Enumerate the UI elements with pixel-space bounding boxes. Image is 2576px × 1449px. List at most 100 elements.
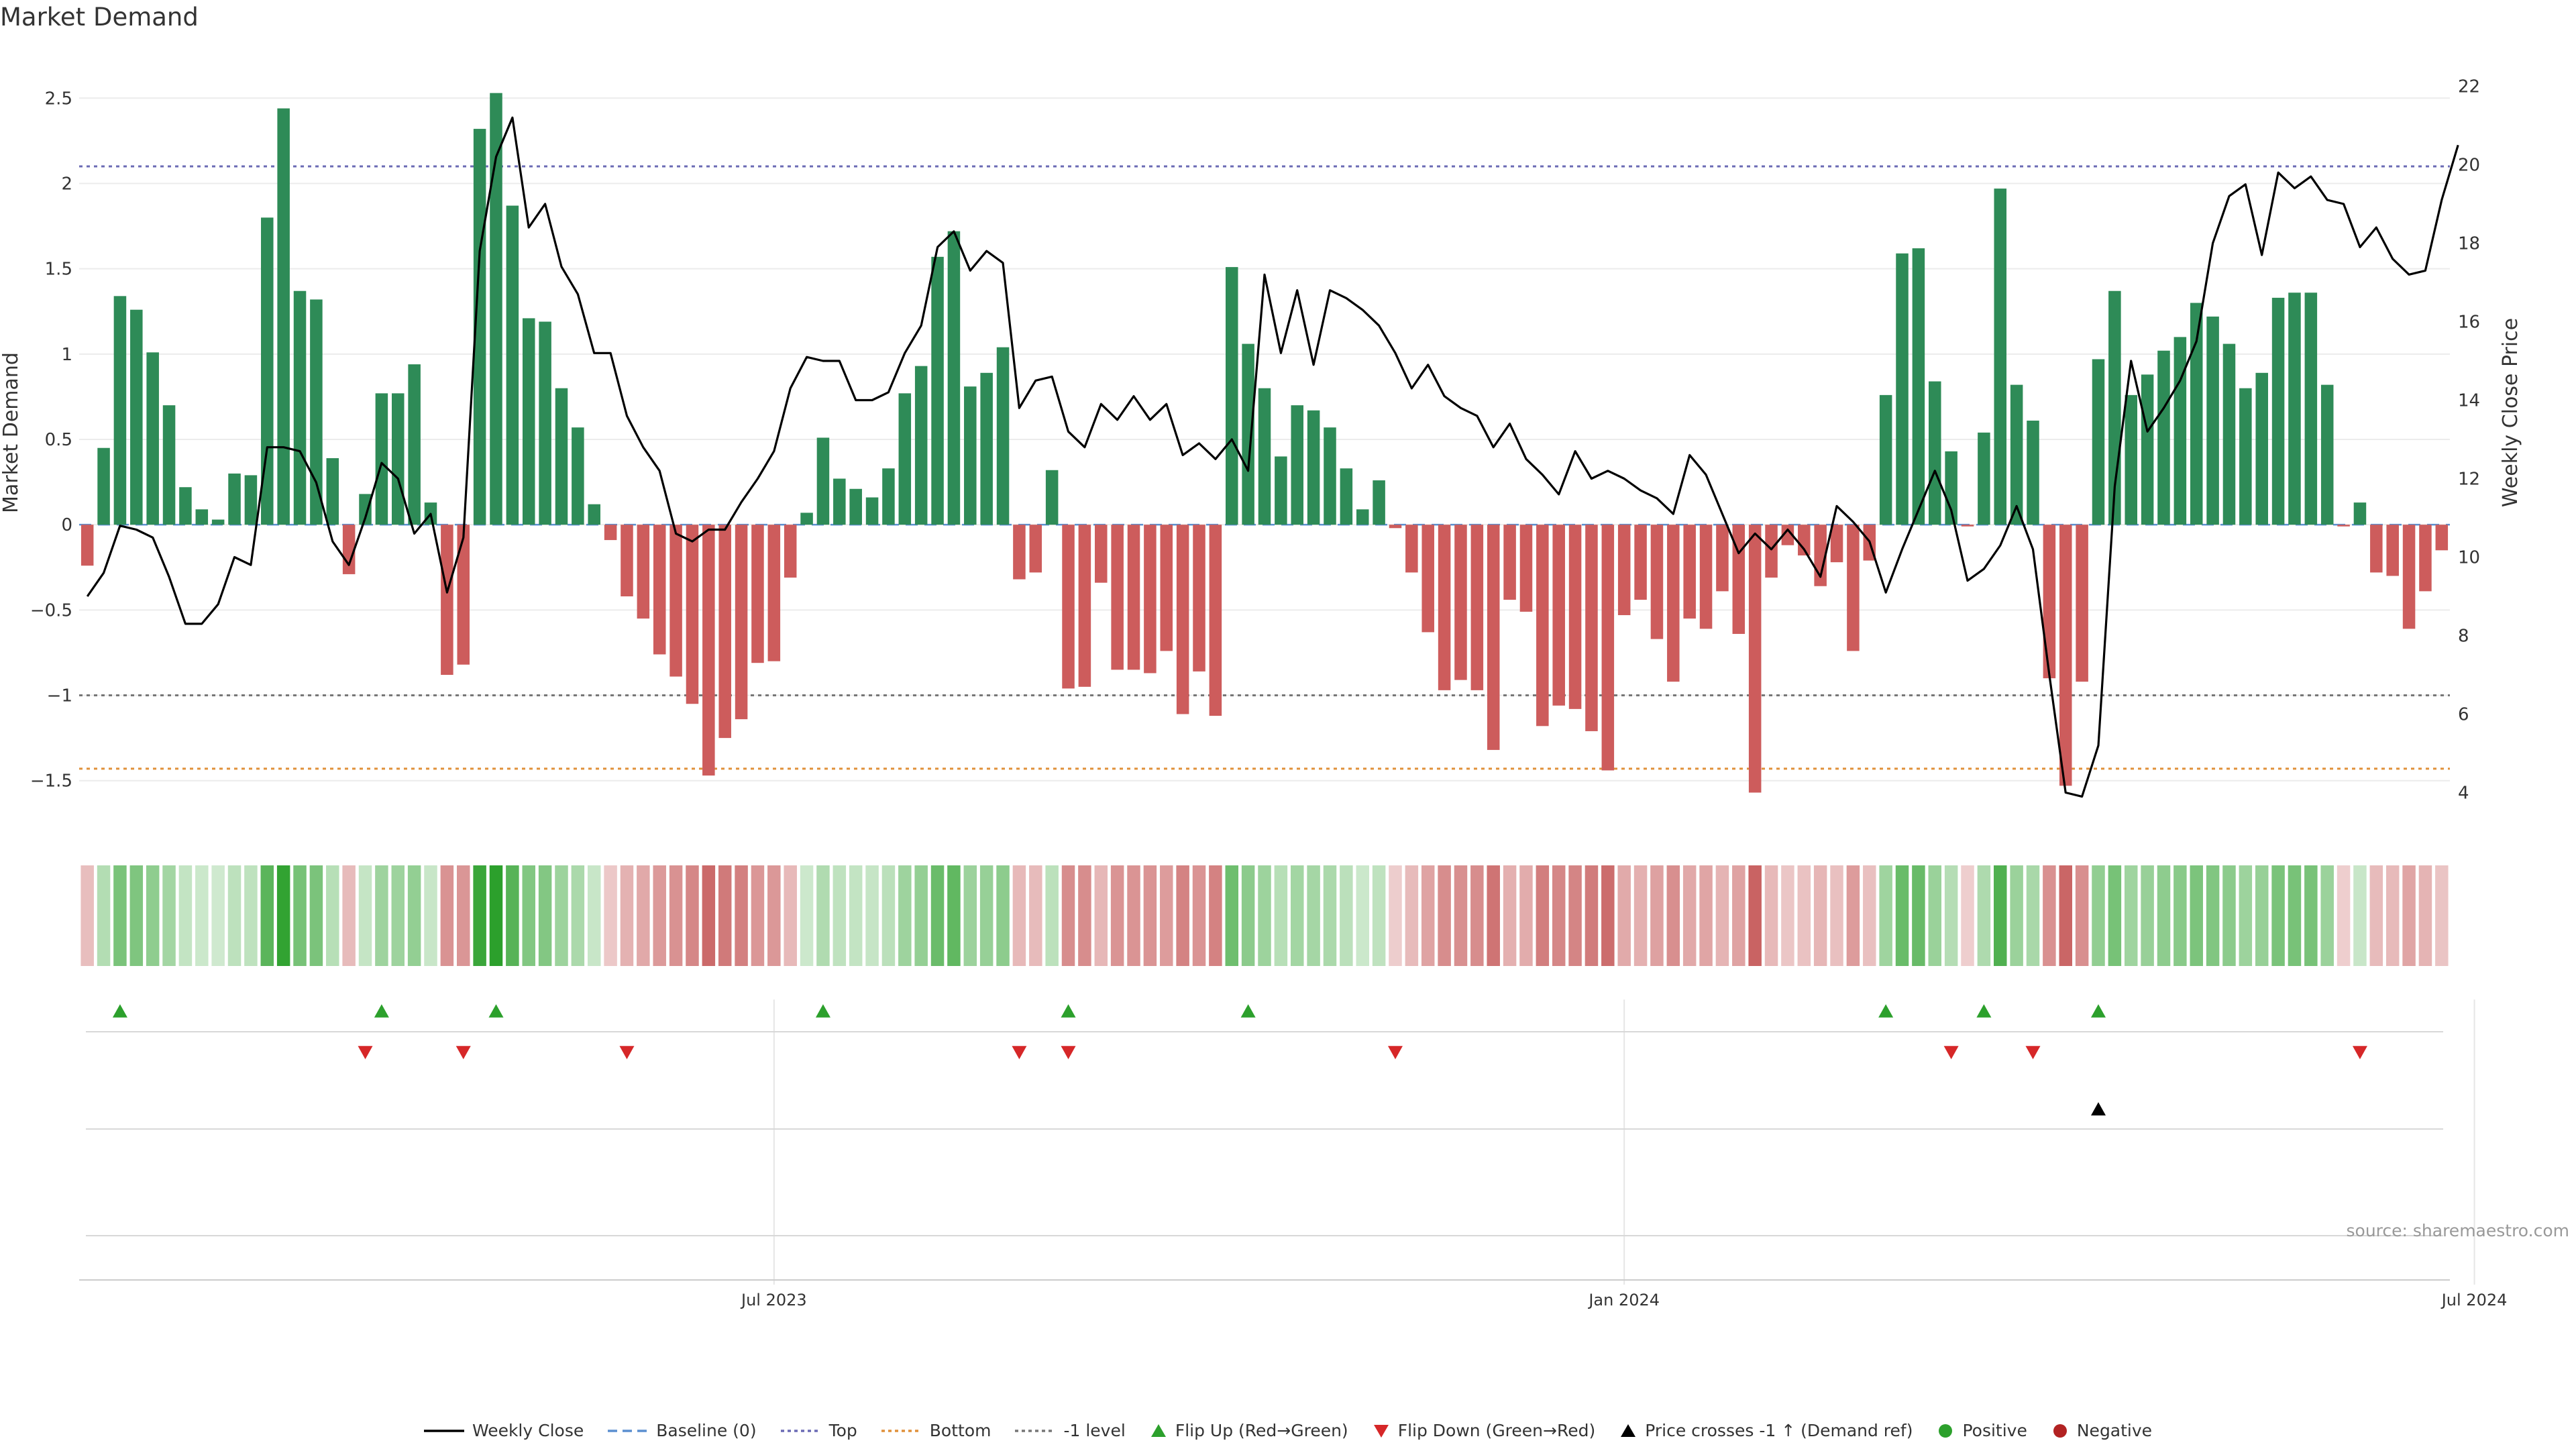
demand-bar: [865, 497, 879, 525]
demand-bar: [1144, 525, 1157, 674]
heat-cell: [1732, 865, 1746, 966]
demand-bar: [2076, 525, 2088, 682]
heat-cell: [2043, 865, 2056, 966]
heat-cell: [1879, 865, 1892, 966]
heat-cell: [1487, 865, 1500, 966]
heat-cell: [2190, 865, 2203, 966]
flip-up-marker: [1976, 1004, 1992, 1018]
legend-symbol-triangle-up: [1150, 1424, 1166, 1437]
heat-cell: [1568, 865, 1582, 966]
heat-cell: [1110, 865, 1124, 966]
heat-cell: [1438, 865, 1451, 966]
heat-cell: [2157, 865, 2171, 966]
demand-bar: [1389, 525, 1402, 529]
demand-bar: [996, 347, 1010, 525]
flip-down-marker: [619, 1046, 635, 1059]
demand-bar: [1683, 525, 1696, 619]
demand-bar: [1405, 525, 1418, 573]
demand-bar: [2010, 384, 2023, 525]
demand-bar: [1732, 525, 1746, 634]
demand-bar: [1748, 525, 1762, 793]
x-tick-label: Jan 2024: [1587, 1291, 1660, 1309]
demand-bar: [767, 525, 781, 661]
heat-cell: [800, 865, 814, 966]
demand-bar: [1929, 381, 1941, 525]
legend-label: Price crosses -1 ↑ (Demand ref): [1645, 1421, 1913, 1440]
x-tick-label: Jul 2023: [740, 1291, 807, 1309]
demand-bar: [1781, 525, 1794, 545]
heat-cell: [1633, 865, 1648, 966]
demand-bar: [2337, 525, 2350, 527]
flip-up-marker: [2090, 1004, 2106, 1018]
heat-cell: [751, 865, 765, 966]
demand-bar: [735, 525, 748, 720]
heat-cell: [113, 865, 127, 966]
right-tick-label: 18: [2458, 234, 2480, 254]
flip-up-marker: [112, 1004, 127, 1018]
heat-cell: [260, 865, 274, 966]
legend-item: Top: [780, 1421, 857, 1440]
demand-bar: [1111, 525, 1124, 670]
heat-cell: [2353, 865, 2367, 966]
heat-cell: [2108, 865, 2122, 966]
heat-cell: [718, 865, 732, 966]
demand-bar: [1912, 248, 1925, 525]
flip-down-marker: [455, 1046, 471, 1059]
demand-bar: [1847, 525, 1860, 651]
heat-cell: [784, 865, 797, 966]
source-note: source: sharemaestro.com: [2346, 1221, 2570, 1240]
demand-bar: [2027, 421, 2039, 525]
heat-cell: [2092, 865, 2105, 966]
demand-bar: [800, 513, 813, 525]
demand-bar: [833, 478, 846, 525]
demand-bar: [228, 473, 241, 525]
demand-bar: [195, 509, 209, 525]
heat-cell: [1290, 865, 1304, 966]
heat-cell: [1764, 865, 1778, 966]
demand-bar: [1896, 253, 1909, 525]
demand-bar: [1798, 525, 1811, 555]
left-tick-label: 2: [61, 174, 72, 194]
demand-bar: [1667, 525, 1680, 682]
heat-cell: [129, 865, 144, 966]
demand-bar: [1699, 525, 1713, 629]
heat-cell: [996, 865, 1010, 966]
right-tick-label: 8: [2458, 627, 2469, 647]
right-tick-label: 4: [2458, 784, 2469, 804]
right-axis: 22 20 18 16 14 12 10 8 6 4 Weekly Close Price: [2458, 77, 2522, 804]
right-tick-label: 22: [2458, 77, 2480, 97]
demand-bar: [2174, 337, 2187, 525]
heat-cell: [2337, 865, 2351, 966]
heat-cell: [1552, 865, 1566, 966]
heat-cell: [620, 865, 634, 966]
demand-bar: [1454, 525, 1467, 680]
demand-bar: [244, 475, 258, 525]
heat-cell: [1454, 865, 1468, 966]
demand-bar: [947, 231, 961, 525]
demand-bar: [1552, 525, 1565, 706]
heat-cell: [604, 865, 617, 966]
demand-bar: [653, 525, 666, 655]
heat-cell: [424, 865, 437, 966]
heat-cell: [1061, 865, 1075, 966]
demand-bar: [2304, 292, 2318, 525]
heat-cell: [833, 865, 847, 966]
legend-item: Negative: [2051, 1421, 2152, 1440]
heat-cell: [1682, 865, 1697, 966]
demand-bar: [621, 525, 633, 596]
heat-cell: [1797, 865, 1811, 966]
legend-label: Baseline (0): [656, 1421, 757, 1440]
demand-bar: [1994, 189, 2007, 525]
demand-bar: [572, 427, 584, 525]
demand-bar: [1650, 525, 1664, 639]
flip-up-marker: [1878, 1004, 1894, 1018]
demand-bar: [1617, 525, 1631, 615]
demand-bar: [1307, 410, 1320, 525]
heat-cell: [1160, 865, 1173, 966]
demand-bar: [2043, 525, 2056, 679]
demand-bar: [310, 299, 323, 525]
left-tick-label: −1.5: [30, 771, 72, 792]
demand-bar: [408, 364, 421, 525]
heat-cell: [1666, 865, 1680, 966]
heat-cell: [1748, 865, 1762, 966]
